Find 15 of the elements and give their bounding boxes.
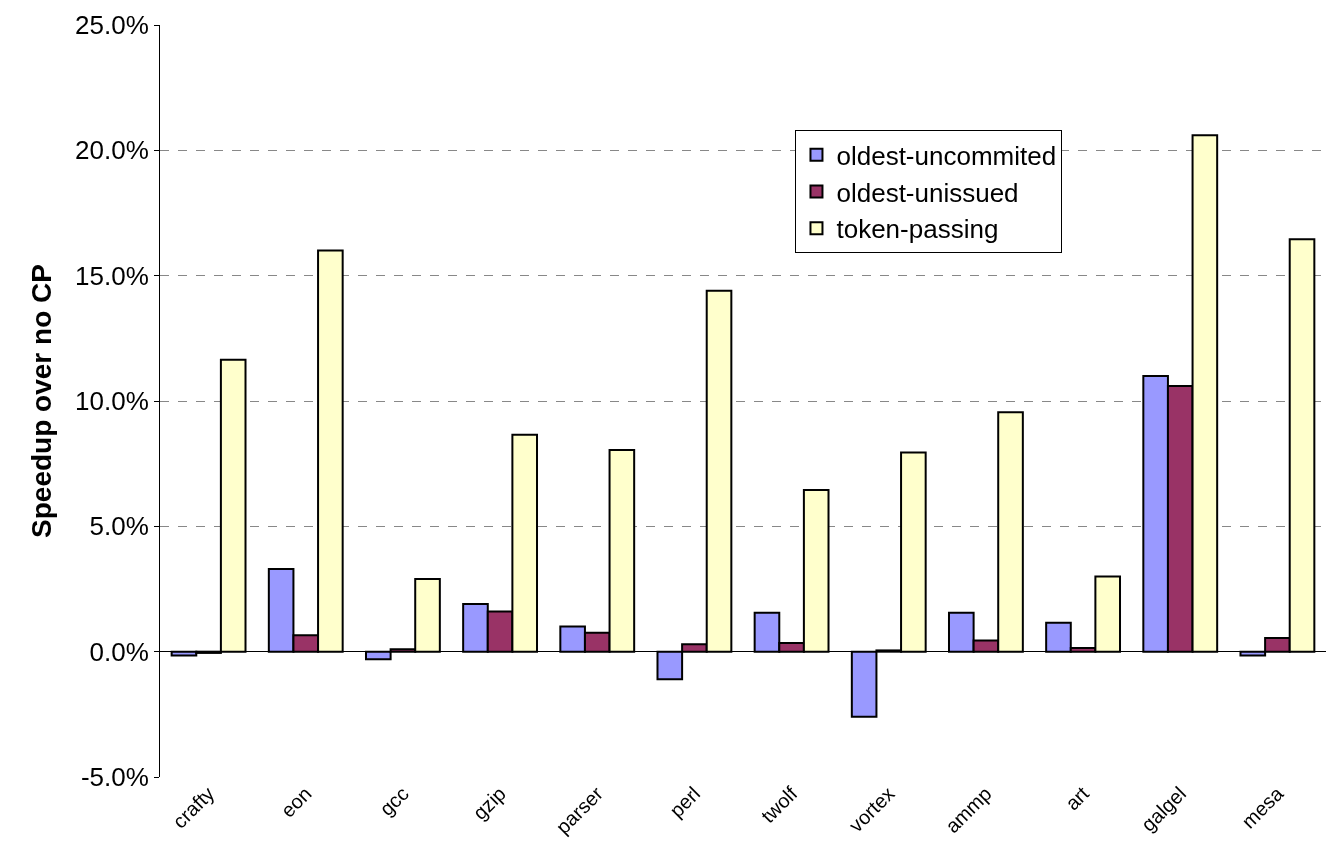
y-tick-label: -5.0% — [80, 762, 149, 793]
y-tick-label: 10.0% — [75, 386, 149, 417]
legend-label: token-passing — [836, 214, 999, 245]
x-tick-label: gcc — [375, 782, 413, 820]
legend-label: oldest-unissued — [836, 177, 1019, 208]
legend-label: oldest-uncommited — [836, 140, 1057, 171]
y-tick-label: 0.0% — [89, 636, 149, 667]
y-tick-label: 25.0% — [75, 10, 149, 41]
x-tick-label: gzip — [468, 782, 510, 824]
y-tick-label: 15.0% — [75, 260, 149, 291]
y-tick-label: 20.0% — [75, 135, 149, 166]
y-axis-title: Speedup over no CP — [25, 264, 57, 538]
y-tick-label: 5.0% — [89, 511, 149, 542]
x-tick-label: eon — [276, 782, 316, 822]
x-tick-label: art — [1060, 782, 1094, 815]
